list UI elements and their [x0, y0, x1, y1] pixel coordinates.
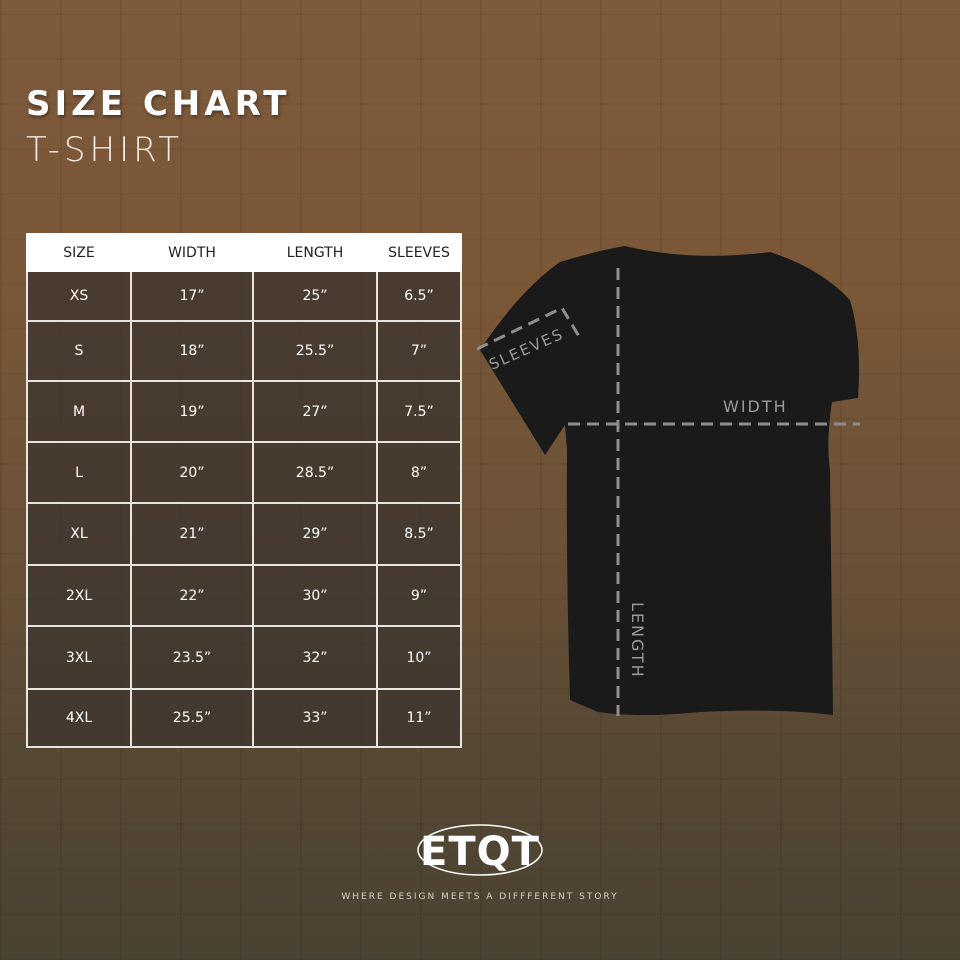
length-cell: 30” — [252, 564, 378, 627]
length-label: LENGTH — [628, 602, 647, 679]
table-row: L 20” 28.5” 8” — [26, 441, 462, 504]
sleeves-cell: 6.5” — [376, 270, 462, 322]
size-cell: S — [26, 320, 132, 382]
sleeves-cell: 9” — [376, 564, 462, 627]
size-cell: M — [26, 380, 132, 443]
width-cell: 25.5” — [130, 688, 254, 748]
width-cell: 18” — [130, 320, 254, 382]
page-title: SIZE CHART — [26, 84, 291, 124]
table-header-row: SIZE WIDTH LENGTH SLEEVES — [26, 233, 462, 272]
size-cell: XS — [26, 270, 132, 322]
etqt-logo: ETQT — [417, 824, 543, 876]
table-row: XL 21” 29” 8.5” — [26, 502, 462, 566]
column-header: WIDTH — [130, 233, 254, 272]
length-cell: 33” — [252, 688, 378, 748]
size-cell: 3XL — [26, 625, 132, 690]
table-row: 2XL 22” 30” 9” — [26, 564, 462, 627]
brand-tagline: WHERE DESIGN MEETS A DIFFFERENT STORY — [341, 892, 619, 902]
page-subtitle: T-SHIRT — [26, 130, 184, 170]
width-cell: 23.5” — [130, 625, 254, 690]
width-cell: 17” — [130, 270, 254, 322]
length-cell: 32” — [252, 625, 378, 690]
sleeves-cell: 7” — [376, 320, 462, 382]
logo-text: ETQT — [420, 829, 540, 875]
sleeves-cell: 10” — [376, 625, 462, 690]
table-row: 4XL 25.5” 33” 11” — [26, 688, 462, 748]
size-cell: L — [26, 441, 132, 504]
size-cell: 2XL — [26, 564, 132, 627]
width-cell: 19” — [130, 380, 254, 443]
size-cell: XL — [26, 502, 132, 566]
size-table: SIZE WIDTH LENGTH SLEEVES XS 17” 25” 6.5” S 1… — [26, 233, 462, 748]
sleeves-dashed-line — [476, 306, 582, 351]
column-header: SIZE — [26, 233, 132, 272]
table-row: XS 17” 25” 6.5” — [26, 270, 462, 322]
size-cell: 4XL — [26, 688, 132, 748]
length-cell: 27” — [252, 380, 378, 443]
sleeves-cell: 11” — [376, 688, 462, 748]
length-cell: 29” — [252, 502, 378, 566]
table-row: M 19” 27” 7.5” — [26, 380, 462, 443]
sleeves-cell: 7.5” — [376, 380, 462, 443]
width-cell: 21” — [130, 502, 254, 566]
width-cell: 22” — [130, 564, 254, 627]
sleeves-cell: 8” — [376, 441, 462, 504]
table-row: 3XL 23.5” 32” 10” — [26, 625, 462, 690]
tshirt-shape — [480, 246, 859, 715]
width-label: WIDTH — [723, 397, 788, 416]
length-cell: 28.5” — [252, 441, 378, 504]
table-row: S 18” 25.5” 7” — [26, 320, 462, 382]
sleeves-cell: 8.5” — [376, 502, 462, 566]
column-header: SLEEVES — [376, 233, 462, 272]
width-cell: 20” — [130, 441, 254, 504]
column-header: LENGTH — [252, 233, 378, 272]
length-cell: 25” — [252, 270, 378, 322]
length-cell: 25.5” — [252, 320, 378, 382]
